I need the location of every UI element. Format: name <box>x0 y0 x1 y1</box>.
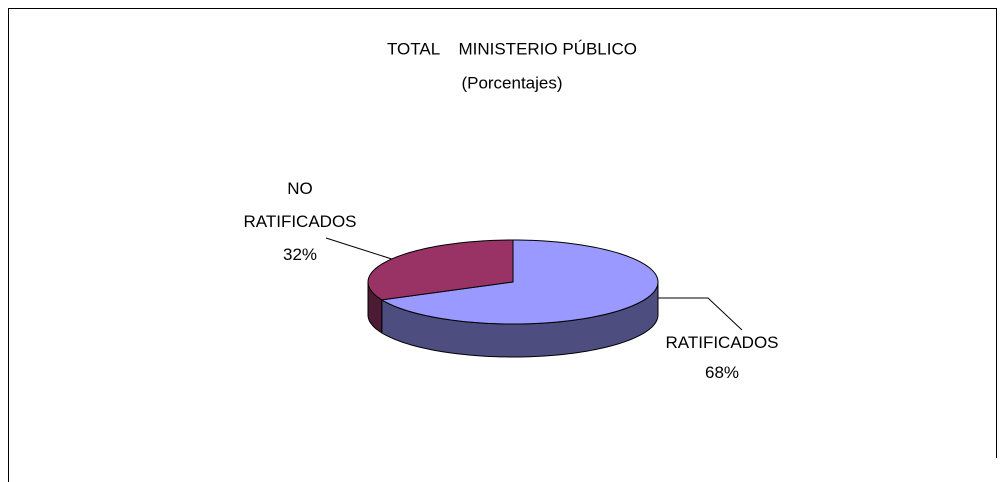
leader-line <box>325 237 399 262</box>
slice <box>380 239 659 325</box>
chart-subtitle: (Porcentajes) <box>461 73 562 92</box>
chart-title: TOTAL MINISTERIO PÚBLICO <box>387 39 637 58</box>
slice-label: NO RATIFICADOS 32% <box>238 172 362 271</box>
category-label: NO RATIFICADOS <box>243 179 357 231</box>
slice <box>367 239 514 301</box>
category-label: RATIFICADOS <box>665 333 779 352</box>
leader-line <box>656 297 743 331</box>
value-label: 32% <box>282 245 318 264</box>
pie <box>367 239 659 358</box>
slice-label: RATIFICADOS 68% <box>660 328 784 388</box>
frame <box>8 8 997 482</box>
value-label: 68% <box>704 363 740 382</box>
